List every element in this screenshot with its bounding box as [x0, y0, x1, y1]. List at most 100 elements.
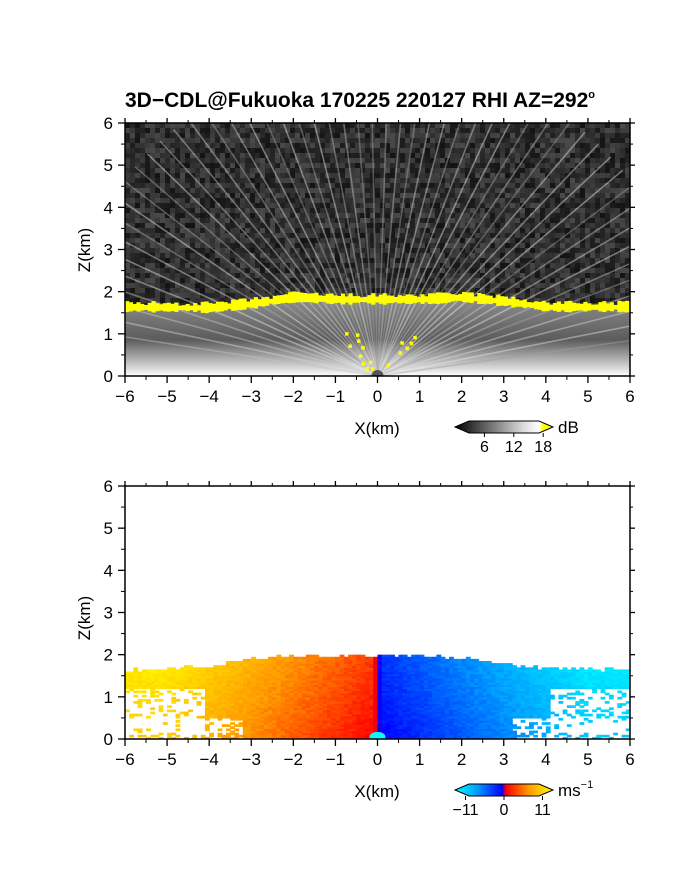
noise-cell — [340, 233, 345, 238]
noise-cell — [185, 298, 190, 303]
noise-cell — [565, 288, 570, 293]
noise-cell — [525, 128, 530, 133]
noise-cell — [440, 123, 445, 128]
noise-cell — [215, 268, 220, 273]
noise-cell — [405, 213, 410, 218]
noise-cell — [290, 123, 295, 128]
noise-cell — [500, 253, 505, 258]
noise-cell — [575, 243, 580, 248]
noise-cell — [375, 253, 380, 258]
noise-cell — [475, 168, 480, 173]
noise-cell — [140, 208, 145, 213]
noise-cell — [610, 258, 615, 263]
noise-cell — [440, 238, 445, 243]
noise-cell — [330, 173, 335, 178]
noise-cell — [215, 288, 220, 293]
noise-cell — [545, 173, 550, 178]
noise-cell — [200, 128, 205, 133]
noise-cell — [580, 208, 585, 213]
noise-cell — [170, 133, 175, 138]
noise-cell — [145, 213, 150, 218]
noise-cell — [390, 178, 395, 183]
noise-cell — [495, 223, 500, 228]
noise-cell — [400, 273, 405, 278]
noise-cell — [245, 138, 250, 143]
noise-cell — [225, 293, 230, 298]
noise-cell — [240, 223, 245, 228]
noise-cell — [175, 148, 180, 153]
noise-cell — [385, 183, 390, 188]
noise-cell — [150, 208, 155, 213]
noise-cell — [585, 148, 590, 153]
noise-cell — [595, 168, 600, 173]
noise-cell — [465, 283, 470, 288]
noise-cell — [440, 133, 445, 138]
noise-cell — [505, 243, 510, 248]
noise-cell — [560, 173, 565, 178]
noise-cell — [480, 168, 485, 173]
noise-cell — [265, 233, 270, 238]
noise-cell — [230, 218, 235, 223]
noise-cell — [285, 163, 290, 168]
noise-cell — [495, 233, 500, 238]
noise-cell — [325, 203, 330, 208]
noise-cell — [450, 283, 455, 288]
noise-cell — [590, 263, 595, 268]
noise-cell — [445, 148, 450, 153]
noise-cell — [475, 193, 480, 198]
noise-cell — [395, 238, 400, 243]
noise-cell — [475, 223, 480, 228]
noise-cell — [510, 233, 515, 238]
noise-cell — [355, 248, 360, 253]
noise-cell — [445, 288, 450, 293]
noise-cell — [145, 223, 150, 228]
noise-cell — [385, 233, 390, 238]
noise-cell — [585, 263, 590, 268]
noise-cell — [490, 188, 495, 193]
noise-cell — [590, 198, 595, 203]
noise-cell — [370, 143, 375, 148]
noise-cell — [375, 263, 380, 268]
noise-cell — [175, 278, 180, 283]
noise-cell — [545, 298, 550, 303]
noise-cell — [215, 273, 220, 278]
noise-cell — [540, 153, 545, 158]
noise-cell — [575, 143, 580, 148]
noise-cell — [235, 268, 240, 273]
noise-cell — [160, 163, 165, 168]
noise-cell — [230, 138, 235, 143]
noise-cell — [550, 273, 555, 278]
noise-cell — [445, 183, 450, 188]
noise-cell — [285, 273, 290, 278]
noise-cell — [135, 233, 140, 238]
noise-cell — [440, 208, 445, 213]
noise-cell — [565, 188, 570, 193]
noise-cell — [320, 183, 325, 188]
noise-cell — [245, 148, 250, 153]
noise-cell — [325, 208, 330, 213]
noise-cell — [560, 188, 565, 193]
noise-cell — [540, 193, 545, 198]
noise-cell — [420, 243, 425, 248]
noise-cell — [295, 238, 300, 243]
noise-cell — [515, 173, 520, 178]
noise-cell — [275, 228, 280, 233]
noise-cell — [425, 128, 430, 133]
noise-cell — [405, 208, 410, 213]
noise-cell — [420, 223, 425, 228]
noise-cell — [525, 263, 530, 268]
noise-cell — [390, 273, 395, 278]
noise-cell — [170, 263, 175, 268]
noise-cell — [540, 213, 545, 218]
noise-cell — [170, 153, 175, 158]
noise-cell — [420, 278, 425, 283]
noise-cell — [255, 233, 260, 238]
noise-cell — [185, 148, 190, 153]
noise-cell — [220, 223, 225, 228]
noise-cell — [475, 153, 480, 158]
noise-cell — [140, 188, 145, 193]
noise-cell — [210, 228, 215, 233]
noise-cell — [280, 263, 285, 268]
noise-cell — [420, 188, 425, 193]
noise-cell — [475, 138, 480, 143]
